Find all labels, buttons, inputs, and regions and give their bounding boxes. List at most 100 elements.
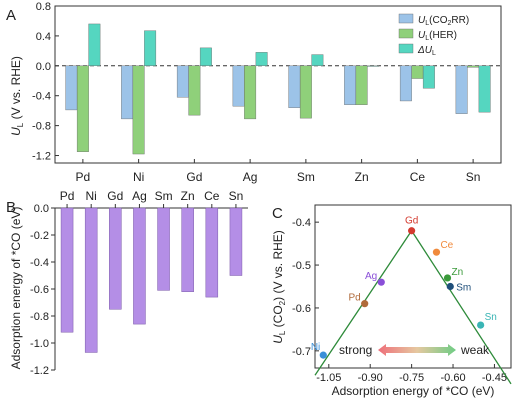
a-bar-sn-s1 (467, 65, 480, 68)
a-xtick-label: Gd (186, 170, 202, 184)
a-xtick-label: Pd (76, 170, 91, 184)
b-bar-pd (60, 207, 74, 333)
a-bar-zn-s1 (355, 65, 368, 105)
c-ytick-label: -0.6 (292, 303, 311, 315)
volcano-line (314, 229, 512, 385)
a-xtick-label: Ce (410, 170, 426, 184)
a-bar-zn-s2 (367, 65, 380, 67)
a-bar-ce-s0 (399, 65, 412, 102)
c-xtick-label: -0.75 (399, 372, 424, 384)
legend-swatch-1 (398, 28, 414, 39)
point-label-gd: Gd (405, 216, 418, 227)
c-ytick-label: -0.4 (292, 217, 311, 229)
a-xtick-label: Sm (297, 170, 315, 184)
c-ytick-label: -0.7 (292, 346, 311, 358)
panel-a-frame (54, 5, 502, 164)
c-xtick-label: -0.90 (358, 372, 383, 384)
a-ytick-label: 0.8 (36, 1, 51, 13)
panel-c-chart: UL (CO2) (V vs. RHE) -0.4 -0.5 -0.6 -0.7 -1… (271, 204, 512, 398)
a-xtick-label: Sn (466, 170, 481, 184)
point-pd (361, 300, 369, 308)
panel-a-legend: UL(CO2RR) UL(HER) ΔUL (398, 13, 469, 57)
c-xtick-label: -1.05 (316, 372, 341, 384)
a-bar-ni-s1 (132, 65, 145, 155)
a-bar-ni-s2 (144, 30, 157, 67)
a-bar-ag-s0 (232, 65, 245, 107)
b-xtick-label: Pd (60, 189, 75, 203)
panel-c-frame (314, 204, 512, 369)
panel-a-ylabel: UL (V vs. RHE) (9, 56, 25, 136)
point-label-ce: Ce (440, 240, 453, 251)
b-ytick-label: 0.0 (34, 203, 49, 215)
c-xtick-label: -0.60 (440, 372, 465, 384)
panel-label-a: A (6, 7, 16, 24)
a-bar-gd-s2 (199, 47, 212, 67)
arrow-label-weak: weak (460, 343, 490, 357)
panel-label-c: C (272, 205, 283, 222)
c-ytick-label: -0.5 (292, 260, 311, 272)
panel-label-b: B (6, 199, 16, 216)
legend-label-2: ΔUL (417, 45, 436, 57)
a-xtick-label: Ag (243, 170, 258, 184)
b-bar-sn (229, 207, 243, 276)
b-ytick-label: -0.4 (30, 257, 49, 269)
a-bar-sm-s0 (288, 65, 301, 108)
a-ytick-label: -0.4 (32, 91, 51, 103)
b-xtick-label: Ni (86, 189, 97, 203)
point-label-ag: Ag (365, 271, 377, 282)
b-ytick-label: -0.6 (30, 284, 49, 296)
point-ni (319, 351, 327, 359)
point-ag (377, 278, 385, 286)
point-ce (432, 248, 441, 256)
panel-b-chart: Adsorption energy of *CO (eV) 0.0 -0.2 -0.… (9, 189, 248, 377)
b-ytick-label: -0.8 (30, 311, 49, 323)
a-ytick-label: 0.4 (36, 31, 51, 43)
a-bar-ag-s2 (255, 52, 268, 67)
strength-arrow: strong weak (339, 343, 490, 357)
point-sm (446, 282, 454, 291)
a-bar-sn-s2 (478, 65, 491, 113)
point-label-pd: Pd (348, 293, 360, 304)
b-bar-gd (109, 207, 122, 310)
panel-a-chart: UL (V vs. RHE) -1.2 -0.8 -0.4 0.0 0.4 0.8 Pd N… (9, 1, 502, 184)
c-xtick-label: -0.45 (482, 372, 507, 384)
a-xtick-label: Zn (355, 170, 369, 184)
b-bar-ce (205, 207, 219, 298)
a-bar-ce-s1 (411, 65, 424, 79)
point-gd (408, 227, 416, 235)
point-label-zn: Zn (452, 267, 464, 278)
legend-label-1: UL(HER) (418, 30, 457, 42)
a-xtick-label: Ni (133, 170, 144, 184)
panel-c-ylabel: UL (CO2) (V vs. RHE) (271, 230, 287, 344)
legend-swatch-0 (398, 13, 414, 24)
a-ytick-label: -0.8 (32, 121, 51, 133)
point-label-sn: Sn (485, 312, 497, 323)
panel-c-xlabel: Adsorption energy of *CO (eV) (332, 384, 495, 398)
point-label-ni: Ni (311, 342, 320, 353)
b-ytick-label: -1.0 (30, 338, 49, 350)
b-xtick-label: Sm (155, 189, 173, 203)
b-ytick-label: -1.2 (30, 365, 49, 377)
b-xtick-label: Gd (107, 189, 123, 203)
arrow-label-strong: strong (339, 343, 372, 357)
a-bar-ag-s1 (244, 65, 257, 120)
double-arrow (378, 344, 456, 356)
a-bar-gd-s1 (188, 65, 201, 116)
b-bar-ag (133, 207, 146, 325)
b-ytick-label: -0.2 (30, 230, 49, 242)
point-sn (477, 321, 485, 329)
a-bar-ni-s0 (121, 65, 134, 120)
point-label-sm: Sm (456, 283, 471, 294)
a-bar-sm-s1 (299, 65, 312, 119)
b-bar-ni (84, 207, 98, 353)
legend-label-0: UL(CO2RR) (418, 15, 469, 27)
a-bar-sn-s0 (455, 65, 468, 114)
b-xtick-label: Ag (132, 189, 147, 203)
a-bar-pd-s2 (88, 23, 101, 67)
a-ytick-label: -1.2 (32, 151, 51, 163)
a-bar-pd-s1 (76, 65, 89, 152)
b-bar-sm (157, 207, 170, 291)
b-xtick-label: Zn (181, 189, 195, 203)
a-bar-sm-s2 (311, 54, 324, 67)
